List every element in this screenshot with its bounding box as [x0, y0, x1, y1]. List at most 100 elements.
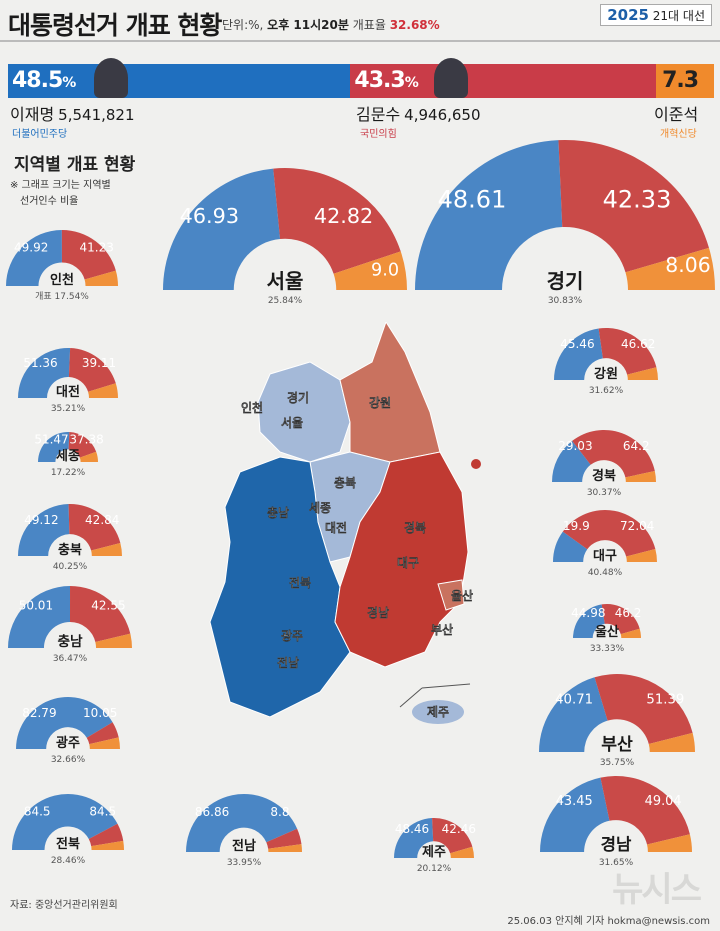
gauge-segment-kim — [70, 586, 131, 642]
gauge-value-lee: 86.86 — [195, 805, 229, 819]
gauge-value-kim: 8.8 — [270, 805, 289, 819]
map-label: 광주 — [281, 628, 303, 643]
gauge-16: 경남 31.65% 43.45 49.04 — [540, 776, 692, 868]
bar-kim: 43.3% — [350, 64, 657, 98]
gauge-segment-other — [450, 846, 474, 858]
bar-lee-junseok: 7.3 — [656, 64, 714, 98]
gauge-segment-lee — [38, 432, 70, 462]
gauge-segment-kim — [562, 510, 656, 557]
gauge-count-rate: 31.62% — [589, 386, 624, 396]
party-kim: 국민의힘 — [360, 129, 397, 140]
party-lee-junseok: 개혁신당 — [660, 129, 697, 140]
gauge-region-name: 전남 — [232, 838, 256, 854]
section-note: ※ 그래프 크기는 지역별 선거인수 비율 — [10, 180, 111, 207]
gauge-count-rate: 36.47% — [53, 654, 88, 664]
gauge-value-lee: 48.46 — [395, 822, 429, 836]
gauge-segment-lee — [8, 586, 71, 648]
gauge-segment-other — [333, 251, 407, 290]
gauge-count-rate: 32.66% — [51, 755, 86, 765]
pct-other: 7.3 — [662, 68, 699, 93]
gauge-14: 울산 33.33% 44.98 46.2 — [571, 604, 641, 654]
election-year: 2025 — [607, 6, 649, 24]
avatar-kim — [434, 58, 468, 98]
gauge-region-name: 충북 — [58, 542, 82, 558]
gauge-segment-other — [88, 383, 118, 398]
gauge-segment-other — [89, 737, 120, 749]
gauge-count-rate: 33.95% — [227, 858, 262, 868]
gauge-value-lee: 50.01 — [19, 599, 53, 613]
gauge-region-name: 강원 — [594, 366, 618, 382]
gauge-region-name: 대전 — [56, 384, 80, 400]
gauge-region-name: 광주 — [56, 736, 80, 751]
party-lee: 더불어민주당 — [12, 129, 68, 140]
time-label: 오후 11시20분 — [267, 18, 349, 32]
gauge-value-lee: 82.79 — [22, 706, 56, 720]
gauge-count-rate: 17.22% — [51, 468, 86, 478]
gauge-count-rate: 25.84% — [268, 296, 303, 306]
gauge-segment-other — [91, 543, 122, 556]
gauge-region-name: 경기 — [547, 269, 584, 293]
avatar-lee — [94, 58, 128, 98]
gauge-value-lee: 45.46 — [560, 337, 594, 351]
gauge-13: 대구 40.48% 19.9 72.04 — [553, 510, 657, 578]
gauge-segment-other — [626, 548, 657, 562]
pct-kim: 43.3% — [354, 68, 418, 93]
gauge-segment-kim — [61, 230, 116, 280]
map-label: 인천 — [241, 400, 263, 415]
gauge-region-name: 서울 — [267, 269, 304, 293]
gauge-count-rate: 40.25% — [53, 562, 88, 572]
gauge-region-name: 인천 — [50, 272, 74, 288]
gauge-segment-other — [268, 844, 302, 852]
gauge-segment-kim — [432, 818, 473, 854]
gauge-value-kim: 42.82 — [314, 204, 373, 228]
gauge-segment-lee — [186, 794, 298, 852]
gauge-value-kim: 51.39 — [646, 693, 684, 708]
gauge-segment-lee — [540, 777, 610, 852]
bar-lee: 48.5% — [8, 64, 351, 98]
map-label: 경북 — [404, 521, 426, 535]
election-name: 21대 대선 — [652, 9, 705, 23]
gauge-value-lee: 46.93 — [180, 204, 239, 228]
gauge-count-rate: 35.21% — [51, 404, 86, 414]
map-label: 울산 — [451, 588, 473, 603]
newsis-watermark: 뉴시스 — [612, 870, 702, 910]
gauge-segment-lee — [573, 604, 605, 638]
gauge-segment-lee — [539, 677, 608, 752]
gauge-segment-lee — [18, 348, 71, 398]
map-jeju-divider — [399, 687, 423, 708]
gauge-count-rate: 개표 17.54% — [35, 291, 89, 302]
rate-label: 개표율 — [352, 18, 386, 32]
gauge-value-kim: 46.62 — [621, 337, 655, 351]
map-label: 대전 — [325, 520, 347, 535]
gauge-segment-kim — [68, 432, 97, 458]
gauge-count-rate: 20.12% — [417, 864, 452, 874]
gauge-value-other: 9.0 — [371, 260, 399, 280]
gauge-count-rate: 35.75% — [600, 758, 635, 768]
gauge-value-other: 8.06 — [665, 253, 710, 277]
gauge-value-lee: 48.61 — [438, 186, 507, 214]
gauge-4: 세종 17.22% 51.47 37.38 — [34, 432, 104, 478]
gauge-value-kim: 72.04 — [620, 519, 654, 533]
gauge-value-kim: 39.11 — [82, 356, 116, 370]
candidate-lee: 이재명 5,541,821 — [10, 105, 135, 124]
map-jeju — [412, 700, 464, 724]
gauge-value-kim: 37.38 — [69, 432, 103, 446]
gauge-value-lee: 43.45 — [556, 794, 593, 809]
gauge-segment-other — [625, 471, 656, 482]
gauge-region-name: 부산 — [601, 735, 633, 755]
map-gyeonggi — [257, 361, 351, 463]
gauge-value-lee: 49.92 — [14, 240, 48, 254]
election-badge: 2025 21대 대선 — [600, 4, 712, 26]
gauge-segment-lee — [18, 504, 70, 556]
gauge-value-lee: 44.98 — [571, 606, 605, 620]
map-label: 경기 — [287, 390, 309, 405]
gauge-segment-other — [95, 633, 132, 648]
gauge-segment-lee — [16, 697, 113, 749]
gauge-value-kim: 64.2 — [623, 439, 650, 453]
gauge-segment-other — [648, 732, 695, 752]
header-divider — [0, 40, 720, 42]
count-status: 단위:%, 오후 11시20분 개표율 32.68% — [222, 16, 440, 33]
gauge-segment-other — [625, 247, 715, 290]
pct-lee: 48.5% — [12, 68, 76, 93]
